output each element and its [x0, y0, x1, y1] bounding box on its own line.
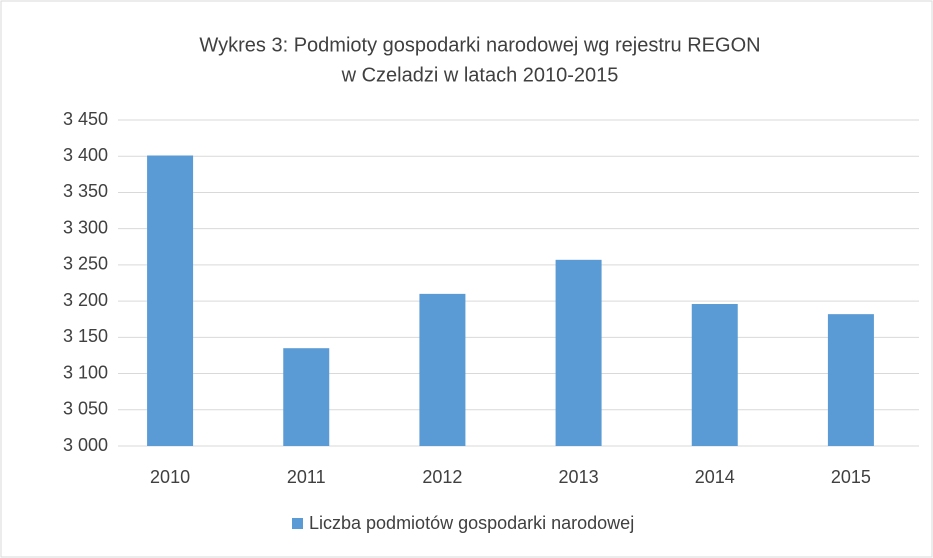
y-tick-label: 3 450: [63, 109, 108, 129]
x-tick-label: 2014: [695, 467, 735, 487]
y-tick-label: 3 000: [63, 435, 108, 455]
y-tick-label: 3 150: [63, 326, 108, 346]
y-tick-label: 3 100: [63, 362, 108, 382]
bar: [419, 293, 466, 446]
x-tick-label: 2010: [150, 467, 190, 487]
bar: [283, 348, 330, 446]
y-tick-label: 3 250: [63, 254, 108, 274]
bar: [555, 259, 602, 446]
chart-title: Wykres 3: Podmioty gospodarki narodowej …: [199, 34, 760, 56]
chart-subtitle: w Czeladzi w latach 2010-2015: [341, 64, 619, 86]
y-tick-label: 3 300: [63, 217, 108, 237]
x-tick-label: 2013: [559, 467, 599, 487]
y-tick-label: 3 400: [63, 145, 108, 165]
bar: [691, 304, 738, 446]
x-tick-label: 2011: [287, 467, 326, 487]
bar: [827, 314, 874, 446]
y-tick-label: 3 050: [63, 399, 108, 419]
x-tick-label: 2012: [422, 467, 462, 487]
y-tick-label: 3 200: [63, 290, 108, 310]
legend-swatch: [292, 518, 303, 529]
legend-label: Liczba podmiotów gospodarki narodowej: [309, 513, 634, 533]
y-tick-label: 3 350: [63, 181, 108, 201]
bar: [147, 155, 194, 446]
x-tick-label: 2015: [831, 467, 871, 487]
